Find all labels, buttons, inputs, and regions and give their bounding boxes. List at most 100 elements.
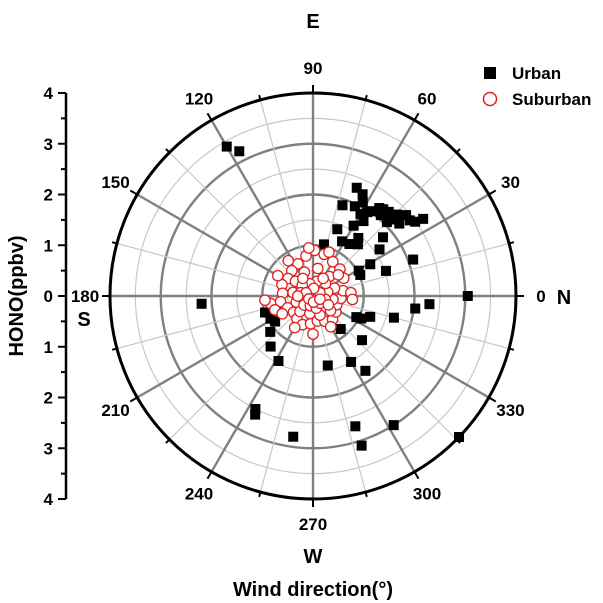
urban-point [344, 239, 354, 249]
suburban-point [298, 273, 308, 283]
urban-point [365, 312, 375, 322]
angle-tick [489, 191, 496, 195]
urban-point [234, 146, 244, 156]
angle-tick [208, 113, 212, 120]
y-axis-tick-label: 0 [44, 287, 53, 306]
angle-tick [259, 95, 260, 100]
suburban-point [313, 263, 323, 273]
urban-point [365, 259, 375, 269]
x-axis-title: Wind direction(°) [233, 579, 393, 601]
angle-tick [457, 149, 461, 153]
urban-point [351, 312, 361, 322]
urban-point [381, 266, 391, 276]
urban-point [353, 239, 363, 249]
urban-point [392, 210, 402, 220]
urban-point [266, 342, 276, 352]
urban-point [355, 270, 365, 280]
angle-tick-label: 180 [71, 287, 99, 306]
suburban-point [277, 309, 287, 319]
angle-tick [166, 440, 170, 444]
urban-point [389, 420, 399, 430]
urban-point [389, 313, 399, 323]
y-axis-tick-label: 4 [44, 490, 54, 509]
y-axis-tick-label: 1 [44, 338, 53, 357]
y-axis-tick-label: 2 [44, 389, 53, 408]
suburban-point [324, 247, 334, 257]
urban-point [346, 357, 356, 367]
angle-tick [366, 95, 367, 100]
suburban-point [308, 329, 318, 339]
y-axis-tick-label: 4 [44, 84, 54, 103]
legend-marker-urban [484, 67, 496, 79]
urban-point [401, 210, 411, 220]
y-axis-tick-label: 3 [44, 439, 53, 458]
suburban-point [326, 322, 336, 332]
angle-tick [166, 149, 170, 153]
urban-point [408, 255, 418, 265]
y-axis-tick-label: 3 [44, 135, 53, 154]
urban-point [260, 308, 270, 318]
suburban-point [290, 322, 300, 332]
angle-tick [509, 349, 514, 350]
suburban-point [260, 295, 270, 305]
angle-tick-label: 0 [536, 287, 545, 306]
urban-point [323, 360, 333, 370]
suburban-point [323, 300, 333, 310]
compass-label: N [557, 287, 571, 309]
angle-tick-label: 240 [185, 484, 213, 503]
compass-label: E [306, 11, 319, 33]
urban-point [222, 142, 232, 152]
compass-label: S [77, 309, 90, 331]
legend-label: Suburban [512, 90, 591, 109]
urban-point [337, 200, 347, 210]
urban-point [250, 404, 260, 414]
urban-point [350, 201, 360, 211]
y-axis-title: HONO(ppbv) [6, 235, 28, 356]
urban-point [349, 221, 359, 231]
urban-point [375, 244, 385, 254]
urban-point [454, 432, 464, 442]
urban-point [357, 335, 367, 345]
angle-tick-label: 270 [299, 515, 327, 534]
urban-point [378, 232, 388, 242]
urban-point [350, 421, 360, 431]
angle-tick-label: 300 [413, 484, 441, 503]
suburban-point [283, 255, 293, 265]
urban-point [197, 299, 207, 309]
angle-tick [130, 191, 137, 195]
angle-tick [208, 472, 212, 479]
angle-tick [489, 398, 496, 402]
y-axis-tick-label: 2 [44, 186, 53, 205]
urban-point [463, 291, 473, 301]
suburban-point [347, 294, 357, 304]
angle-tick-label: 330 [496, 401, 524, 420]
y-axis-tick-label: 1 [44, 236, 53, 255]
angle-tick-label: 120 [185, 90, 213, 109]
angle-tick [415, 113, 419, 120]
suburban-point [318, 273, 328, 283]
suburban-point [333, 270, 343, 280]
urban-point [360, 366, 370, 376]
urban-point [332, 224, 342, 234]
angle-tick [509, 242, 514, 243]
angle-tick-label: 60 [418, 90, 437, 109]
angle-tick [130, 398, 137, 402]
angle-tick [415, 472, 419, 479]
suburban-point [273, 271, 283, 281]
legend-marker-suburban [484, 93, 497, 106]
urban-point [357, 441, 367, 451]
angle-tick [112, 349, 117, 350]
urban-point [288, 432, 298, 442]
angle-tick-label: 30 [501, 173, 520, 192]
urban-point [410, 304, 420, 314]
angle-tick-label: 90 [304, 59, 323, 78]
angle-tick-label: 150 [101, 173, 129, 192]
compass-label: W [304, 546, 323, 568]
urban-point [424, 299, 434, 309]
urban-point [359, 216, 369, 226]
legend-label: Urban [512, 64, 561, 83]
angle-tick [366, 492, 367, 497]
angle-tick [112, 242, 117, 243]
legend: Urban Suburban [484, 64, 592, 109]
